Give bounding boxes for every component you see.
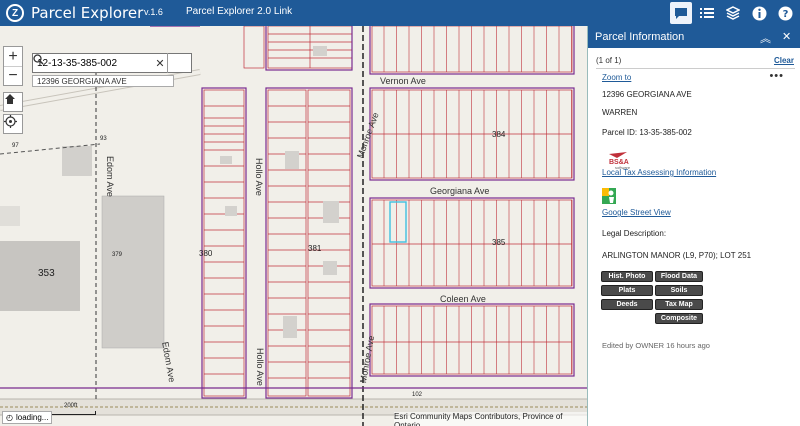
block-label-379: 379 [112, 252, 123, 258]
app-title: Parcel Explorer [31, 4, 144, 22]
block-label-384: 384 [492, 130, 506, 139]
map-view[interactable]: Edom Ave Edom Ave Hollo Ave Hollo Ave Mo… [0, 26, 587, 426]
block-label-353: 353 [38, 268, 55, 279]
svg-text:BS&A: BS&A [609, 159, 629, 166]
edited-info: Edited by OWNER 16 hours ago [602, 341, 710, 350]
zoom-to-link[interactable]: Zoom to [602, 73, 632, 82]
app-logo-icon: Z [6, 4, 24, 22]
zoom-out-button[interactable]: − [4, 66, 22, 85]
search-button[interactable] [33, 53, 187, 73]
app-header: Z Parcel Explorer v.1.6 Parcel Explorer … [0, 0, 800, 26]
tax-map-button[interactable]: Tax Map [655, 299, 703, 310]
legal-description-value: ARLINGTON MANOR (L9, P70); LOT 251 [602, 251, 752, 260]
close-icon[interactable]: ✕ [782, 31, 792, 43]
info-icon[interactable] [748, 2, 770, 24]
street-view-link[interactable]: Google Street View [602, 208, 671, 217]
street-view-icon[interactable] [602, 188, 616, 204]
layers-icon[interactable] [722, 2, 744, 24]
composite-button[interactable]: Composite [655, 313, 703, 324]
road-label-97: 97 [12, 143, 19, 149]
street-label-hollo-ave: Hollo Ave [254, 158, 264, 196]
home-icon [5, 94, 15, 104]
legal-description-label: Legal Description: [602, 229, 667, 238]
parcel-info-panel: Parcel Information ︽ ✕ (1 of 1) Clear Zo… [587, 26, 800, 426]
block-label-381: 381 [308, 244, 322, 253]
street-label-vernon-ave: Vernon Ave [380, 76, 426, 86]
street-label-hollo-ave-2: Hollo Ave [255, 348, 265, 386]
scale-label: 200ft [64, 403, 78, 409]
app-version: v.1.6 [144, 7, 163, 17]
road-label-102: 102 [412, 392, 423, 398]
locate-button[interactable] [3, 114, 23, 134]
search-input[interactable] [33, 57, 153, 69]
search-box: ✕ [32, 53, 192, 73]
parcel-city: WARREN [602, 108, 638, 117]
selected-parcel [389, 201, 407, 243]
tax-assessing-link[interactable]: Local Tax Assessing Information [602, 168, 717, 177]
home-button[interactable] [3, 92, 23, 112]
road-label-93: 93 [100, 136, 107, 142]
loading-indicator: ◴ loading... [2, 411, 53, 424]
svg-text:?: ? [782, 9, 788, 20]
hist-photo-button[interactable]: Hist. Photo [601, 271, 653, 282]
help-icon[interactable]: ? [774, 2, 796, 24]
soils-button[interactable]: Soils [655, 285, 703, 296]
clear-link[interactable]: Clear [773, 56, 794, 65]
loading-icon: ◴ [6, 413, 13, 422]
search-suggestion[interactable]: 12396 GEORGIANA AVE [32, 75, 174, 87]
zoom-control: + − [3, 46, 23, 86]
more-options-icon[interactable]: ••• [769, 70, 784, 82]
chat-icon[interactable] [670, 2, 692, 24]
divider [596, 68, 795, 69]
result-count: (1 of 1) [596, 56, 622, 65]
list-icon[interactable] [696, 2, 718, 24]
zoom-in-button[interactable]: + [8, 47, 18, 65]
parcel-id: Parcel ID: 13-35-385-002 [602, 128, 692, 137]
panel-title: Parcel Information [595, 31, 685, 43]
street-label-edom-ave: Edom Ave [105, 156, 115, 197]
locate-icon [4, 115, 17, 128]
svg-text:software: software [615, 165, 631, 170]
parcel-address: 12396 GEORGIANA AVE [602, 90, 692, 99]
block-label-385: 385 [492, 238, 506, 247]
parcel-explorer-link[interactable]: Parcel Explorer 2.0 Link [186, 6, 293, 17]
map-attribution: Esri Community Maps Contributors, Provin… [394, 412, 587, 426]
street-label-georgiana-ave: Georgiana Ave [430, 186, 490, 196]
panel-header: Parcel Information ︽ ✕ [588, 26, 800, 48]
bsa-logo-icon[interactable]: BS&A software [605, 150, 645, 170]
clear-search-icon[interactable]: ✕ [155, 57, 165, 70]
collapse-icon[interactable]: ︽ [760, 33, 771, 45]
plats-button[interactable]: Plats [601, 285, 653, 296]
street-label-coleen-ave: Coleen Ave [440, 294, 486, 304]
deeds-button[interactable]: Deeds [601, 299, 653, 310]
search-icon [33, 54, 44, 65]
map-canvas [0, 26, 587, 426]
block-label-380: 380 [199, 249, 213, 258]
flood-data-button[interactable]: Flood Data [655, 271, 703, 282]
